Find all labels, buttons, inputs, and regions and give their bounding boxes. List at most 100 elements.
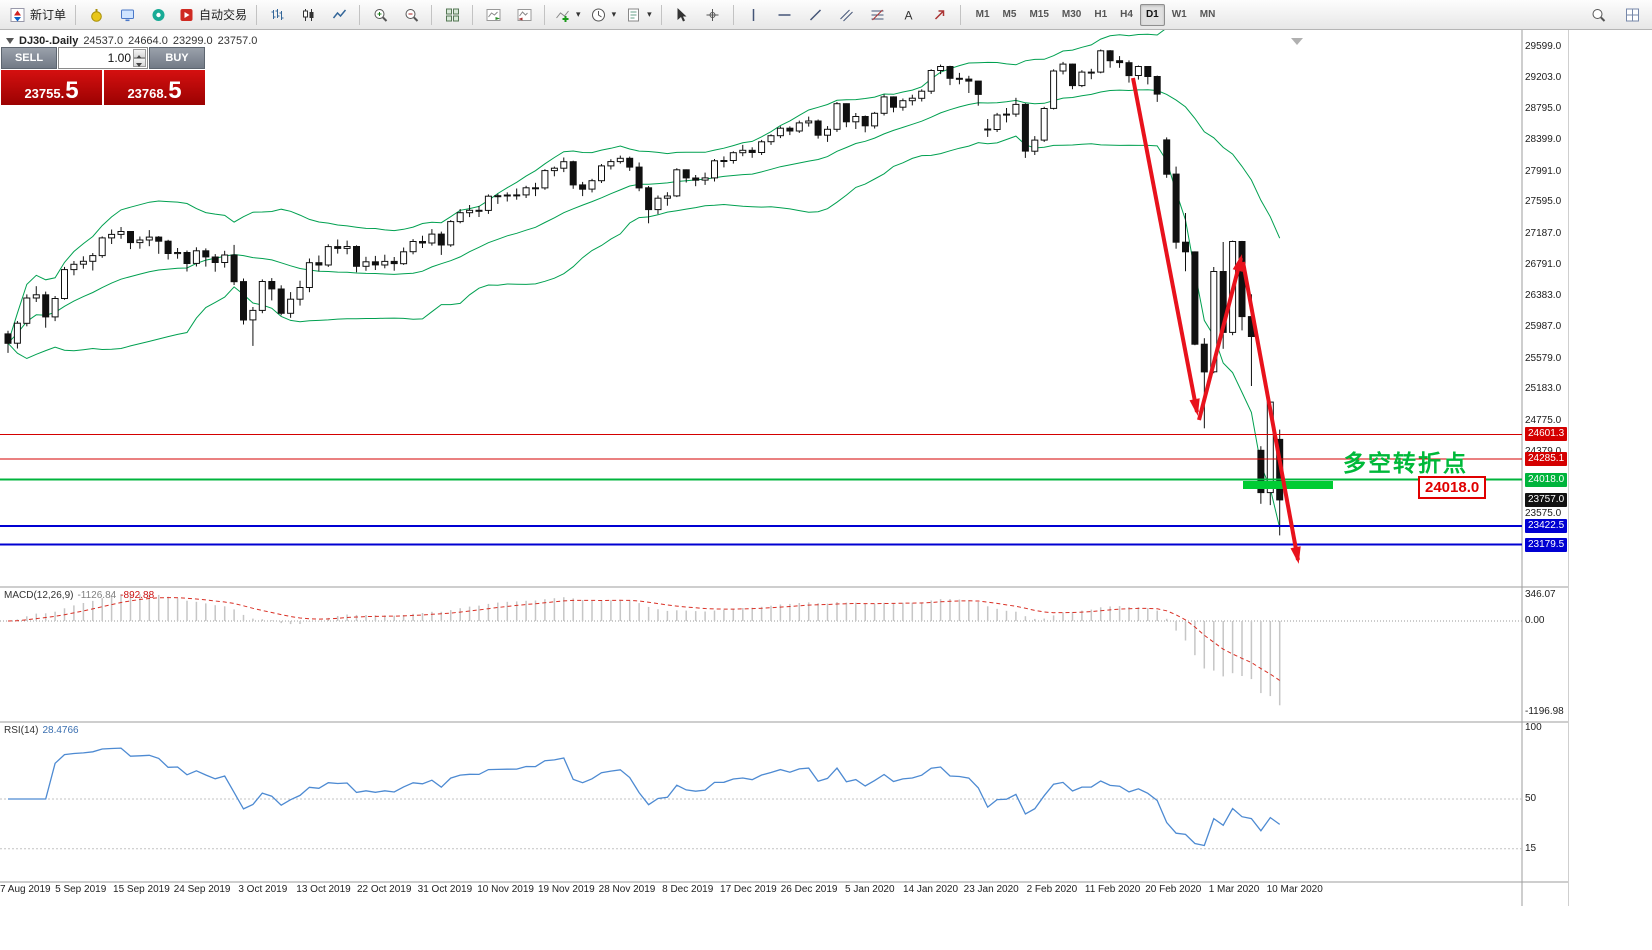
axis-tick-label: 23575.0 [1525,508,1562,519]
time-axis[interactable]: 7 Aug 2019 5 Sep 2019 15 Sep 2019 24 Sep 20… [0,884,1522,902]
axis-tick-label: 24775.0 [1525,415,1562,426]
chart-shift-marker-icon[interactable] [1291,38,1303,45]
axis-tick-label: 28795.0 [1525,103,1562,115]
autoscroll-button[interactable] [478,2,508,28]
timeframe-toolbar: M1 M5 M15 M30 H1 H4 D1 W1 MN [970,3,1222,26]
timeframe-button-h1[interactable]: H1 [1094,9,1108,20]
horizontal-line-tool[interactable] [770,2,800,28]
tile-windows-button[interactable] [437,2,467,28]
candles [4,49,1284,536]
line-view-button[interactable] [324,2,354,28]
dropdown-caret-icon: ▾ [647,9,652,19]
rsi-panel [0,747,1522,850]
timeframe-button-m1[interactable]: M1 [975,9,990,20]
indicators-dropdown[interactable]: ▾ [550,2,585,28]
volume-input[interactable]: 1.00 [58,47,148,69]
tile-windows-icon [445,8,459,21]
metaeditor-button[interactable] [112,2,142,28]
date-label: 3 Oct 2019 [238,884,288,895]
window-layout-button[interactable] [1617,2,1647,28]
cursor-icon [677,7,687,21]
arrows-tool[interactable] [925,2,955,28]
timeframe-button-w1[interactable]: W1 [1171,9,1187,20]
toolbar-separator [359,4,361,25]
template-icon [628,8,640,21]
community-button[interactable] [143,2,173,28]
fibonacci-tool[interactable] [863,2,893,28]
buy-price-big-digit: 5 [168,77,182,104]
axis-tick-label: 25579.0 [1525,352,1562,364]
trendline-icon [810,8,822,21]
sell-button[interactable]: SELL [1,47,57,69]
zoom-in-icon [374,8,387,22]
new-order-button[interactable]: 新订单 [5,2,70,28]
trendline-tool[interactable] [801,2,831,28]
bars-view-button[interactable] [262,2,292,28]
axis-tick-label: 0.00 [1525,615,1545,626]
toolbar-separator [75,4,77,25]
chart-shift-button[interactable] [509,2,539,28]
autotrading-button[interactable]: 自动交易 [174,2,251,28]
search-button[interactable] [1583,2,1613,28]
timeframe-button-mn[interactable]: MN [1199,9,1216,20]
sell-price-panel[interactable]: 23755. 5 [1,70,102,105]
timeframe-button-h4[interactable]: H4 [1120,9,1133,20]
timeframe-button-m30[interactable]: M30 [1061,9,1082,20]
date-label: 17 Dec 2019 [720,884,777,895]
toolbar-separator [256,4,258,25]
templates-dropdown[interactable]: ▾ [621,2,656,28]
axis-tick-label: 25183.0 [1525,383,1562,395]
zoom-in-button[interactable] [365,2,395,28]
date-label: 20 Feb 2020 [1145,884,1202,895]
timeframe-button-m5[interactable]: M5 [1002,9,1017,20]
crosshair-tool-button[interactable] [698,2,728,28]
volume-value: 1.00 [107,51,131,65]
support-highlight-bar [1243,481,1333,489]
periods-dropdown[interactable]: ▾ [586,2,621,28]
date-label: 15 Sep 2019 [113,884,170,895]
price-level-label: 23422.5 [1525,518,1568,533]
volume-down-icon[interactable] [133,58,146,67]
timeframe-button-m15[interactable]: M15 [1029,9,1049,20]
date-label: 14 Jan 2020 [902,884,959,895]
chart-window[interactable]: DJ30-.Daily 24537.0 24664.0 23299.0 2375… [0,30,1569,906]
volume-up-icon[interactable] [133,49,146,59]
macd-value: -1126.84 [77,590,117,601]
axis-tick-label: 28399.0 [1525,134,1562,146]
chart-shift-icon [517,8,532,21]
chart-open: 24537.0 [83,35,124,47]
toolbar-separator [660,4,662,25]
level-lines[interactable] [0,433,1522,546]
price-axis[interactable]: 29599.0 29203.0 28795.0 28399.0 27991.0 27595… [1523,0,1569,950]
panel-frame[interactable] [0,30,1568,906]
text-tool[interactable]: A [894,2,924,28]
buy-price-panel[interactable]: 23768. 5 [104,70,205,105]
axis-tick-label: 27991.0 [1525,165,1562,177]
sell-price-main: 23755. [24,86,65,101]
axis-tick-label: 50 [1525,793,1537,804]
price-level-label: 23757.0 [1525,492,1568,507]
axis-tick-label: 26791.0 [1525,258,1562,270]
chart-canvas[interactable] [0,30,1568,906]
candles-view-button[interactable] [293,2,323,28]
axis-tick-label: 24379.0 [1525,446,1561,458]
vertical-line-tool[interactable] [739,2,769,28]
volume-spinner[interactable] [133,49,146,67]
crosshair-icon [706,8,719,21]
macd-label: MACD(12,26,9) -1126.84 -892.88 [4,590,154,601]
metaeditor-icon [120,9,134,21]
axis-tick-label: 25987.0 [1525,321,1562,332]
date-label: 26 Dec 2019 [780,884,838,895]
autotrading-label: 自动交易 [199,8,248,22]
date-label: 5 Sep 2019 [55,884,107,895]
date-label: 24 Sep 2019 [173,884,231,895]
scripts-button[interactable] [81,2,111,28]
dropdown-caret-icon: ▾ [576,9,581,19]
cursor-tool-button[interactable] [667,2,697,28]
turning-point-annotation: 多空转折点 [1343,450,1468,476]
zoom-out-button[interactable] [396,2,426,28]
chart-title: DJ30-.Daily 24537.0 24664.0 23299.0 2375… [6,34,257,48]
buy-button[interactable]: BUY [149,47,205,69]
channel-tool[interactable] [832,2,862,28]
timeframe-button-d1[interactable]: D1 [1139,3,1165,26]
